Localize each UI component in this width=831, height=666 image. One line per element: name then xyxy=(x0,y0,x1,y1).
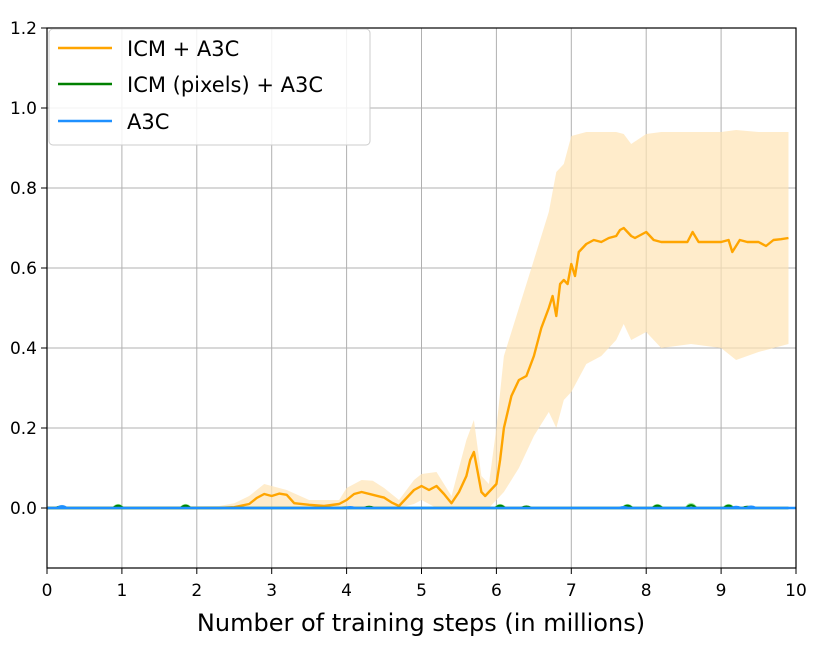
x-tick-label: 5 xyxy=(416,581,427,601)
x-tick-label: 9 xyxy=(716,581,727,601)
x-tick-label: 10 xyxy=(785,581,807,601)
legend: ICM + A3C ICM (pixels) + A3C A3C xyxy=(48,28,371,146)
legend-label-icm-a3c: ICM + A3C xyxy=(127,37,239,61)
legend-box xyxy=(48,28,371,146)
axis-ticks: 0 1 2 3 4 5 6 7 8 9 10 0.0 0.2 0.4 0.6 0.8 1.0 1.2 xyxy=(10,19,807,601)
x-tick-label: 0 xyxy=(42,581,53,601)
y-tick-label: 1.2 xyxy=(10,19,37,39)
x-tick-label: 4 xyxy=(341,581,352,601)
x-axis-label: Number of training steps (in millions) xyxy=(197,609,645,637)
y-tick-label: 0.4 xyxy=(10,339,37,359)
y-tick-label: 0.0 xyxy=(10,499,37,519)
x-tick-label: 7 xyxy=(566,581,577,601)
band-icm-a3c xyxy=(47,130,789,508)
series-lines xyxy=(47,226,796,510)
x-tick-label: 6 xyxy=(491,581,502,601)
y-tick-label: 1.0 xyxy=(10,99,37,119)
y-tick-label: 0.8 xyxy=(10,179,37,199)
x-tick-label: 1 xyxy=(116,581,127,601)
legend-label-icm-pixels-a3c: ICM (pixels) + A3C xyxy=(127,73,323,97)
confidence-bands xyxy=(47,130,789,508)
line-icm-a3c xyxy=(47,226,789,510)
legend-label-a3c: A3C xyxy=(127,110,169,134)
x-tick-label: 3 xyxy=(266,581,277,601)
x-tick-label: 8 xyxy=(641,581,652,601)
y-tick-label: 0.2 xyxy=(10,419,37,439)
x-tick-label: 2 xyxy=(191,581,202,601)
y-tick-label: 0.6 xyxy=(10,259,37,279)
